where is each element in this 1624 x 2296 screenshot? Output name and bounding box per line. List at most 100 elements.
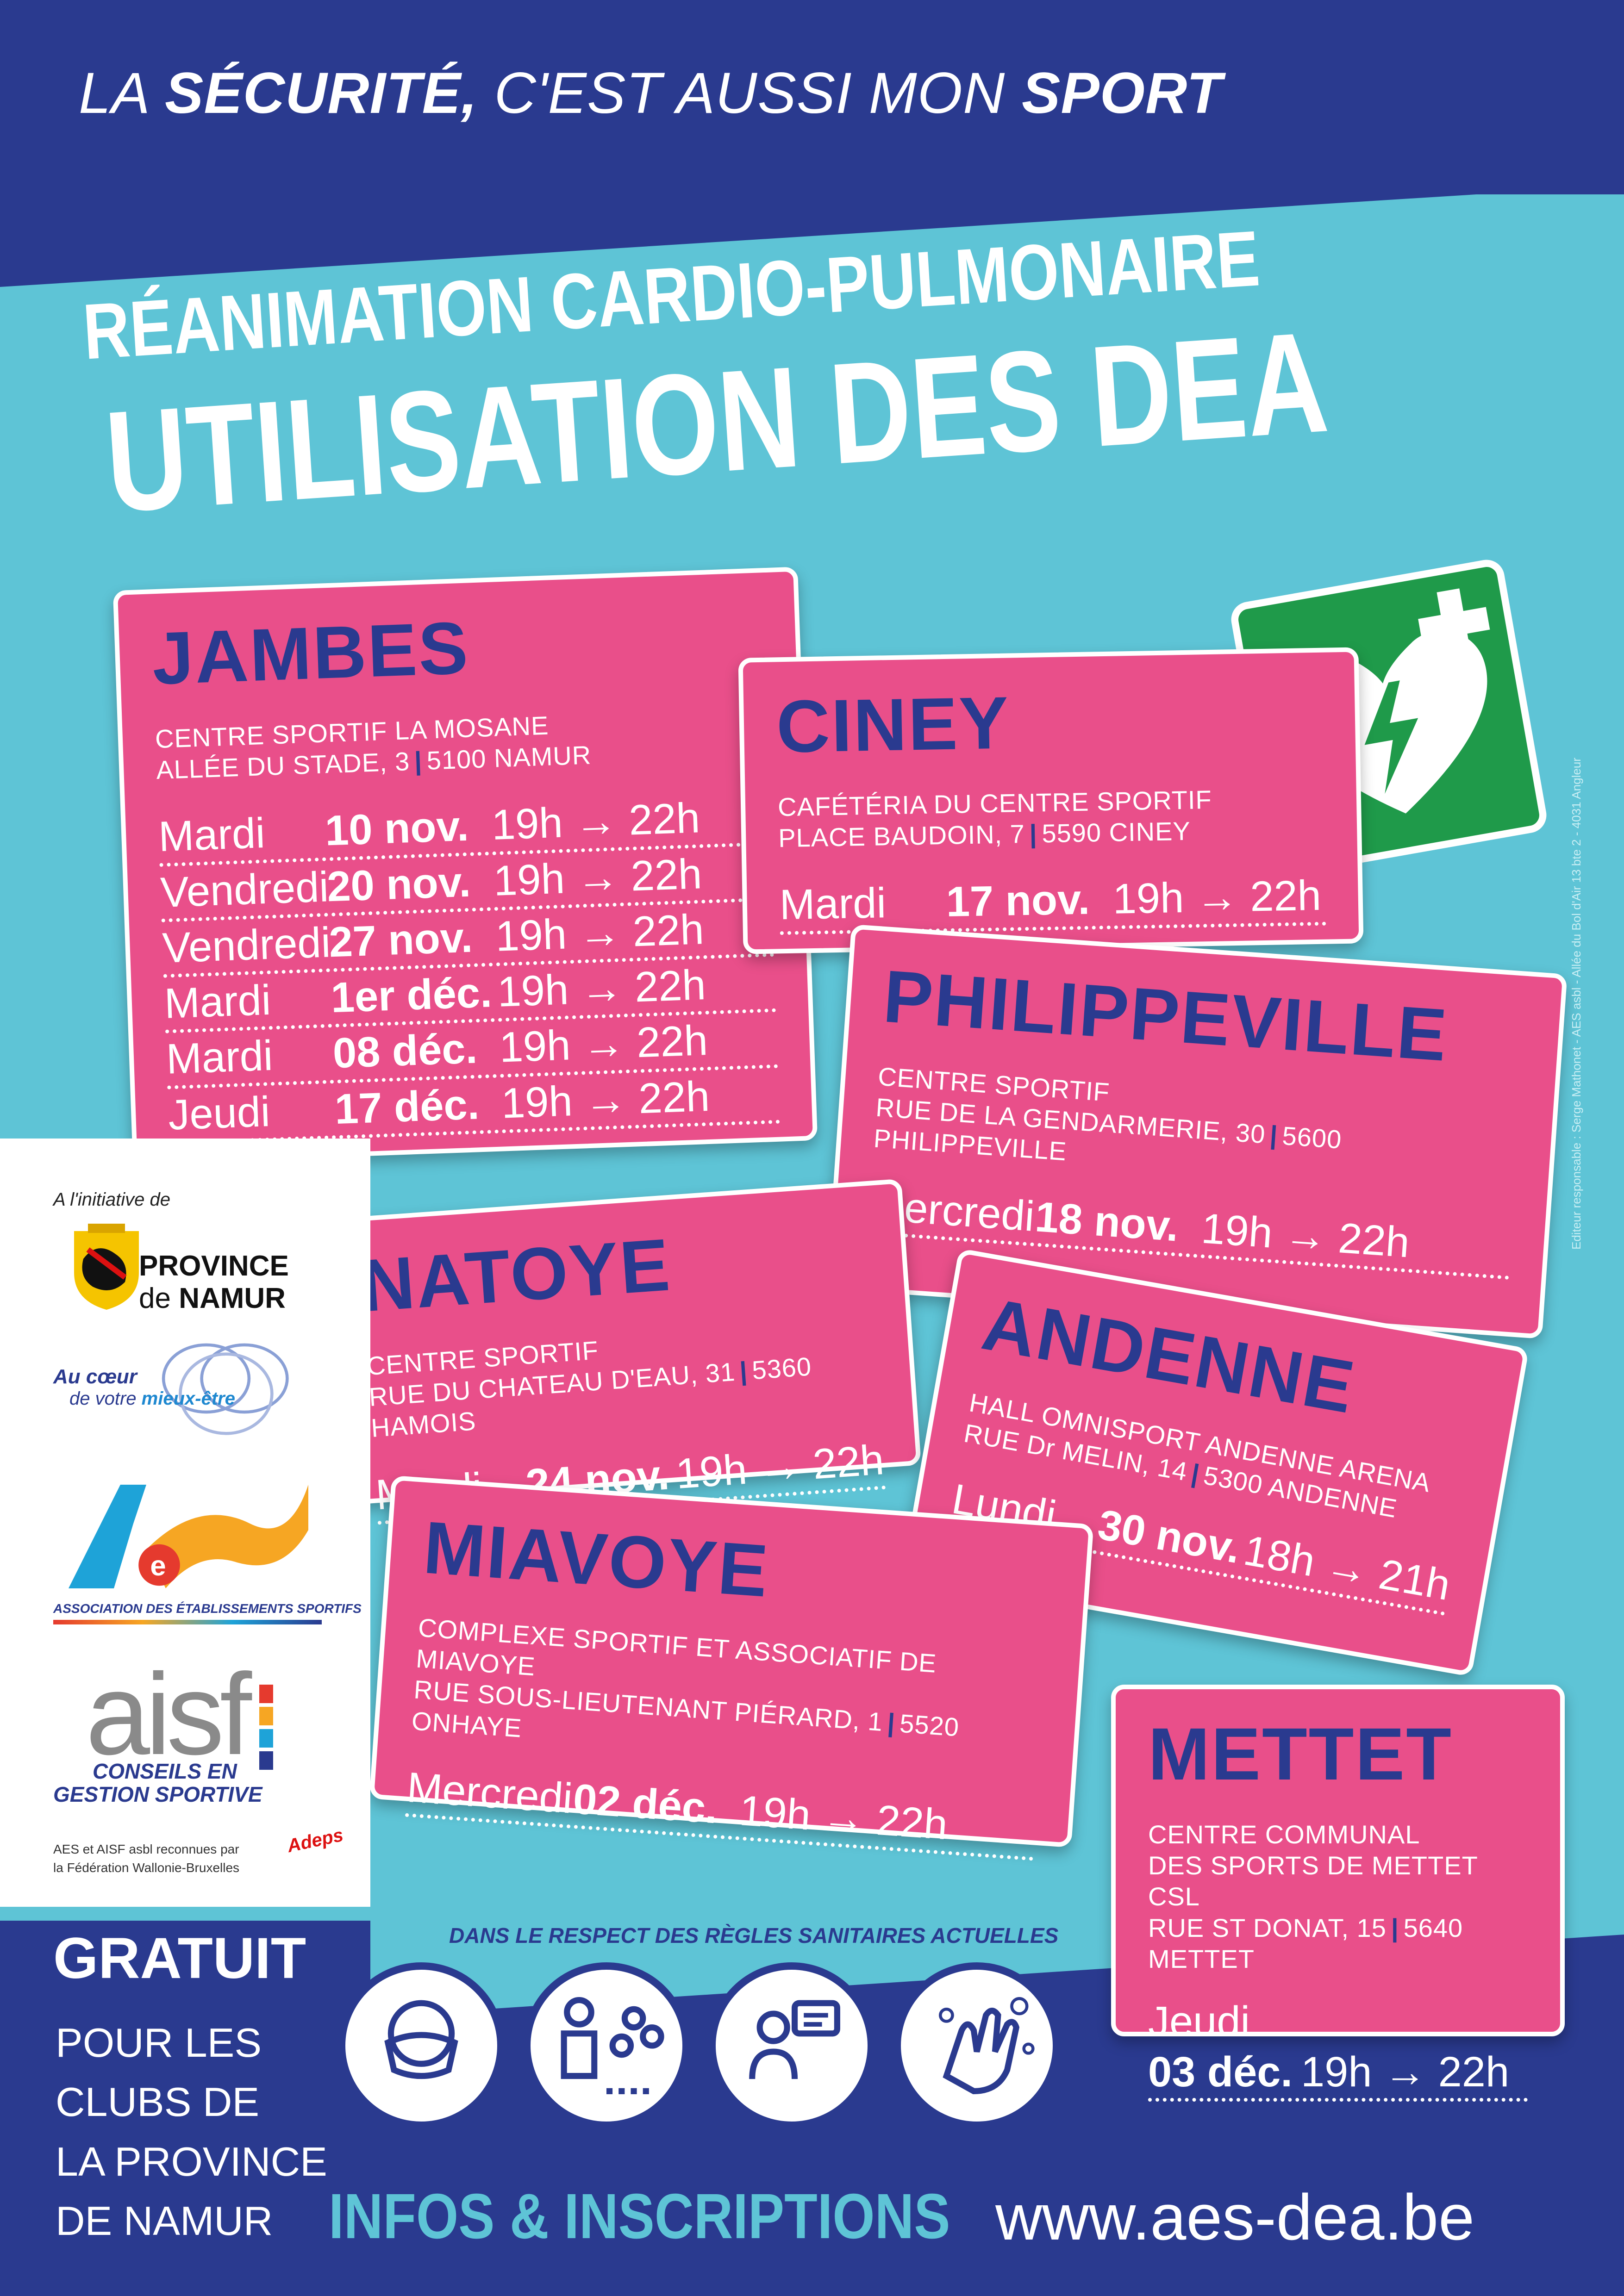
separator: | xyxy=(414,746,423,776)
session-row: Mercredi 02 déc. 19h → 22h xyxy=(405,1761,1037,1861)
province-logo-line2: de NAMUR xyxy=(139,1282,286,1315)
city-name: MIAVOYE xyxy=(421,1506,772,1612)
separator: | xyxy=(1391,1913,1399,1942)
session-time: 19h → 22h xyxy=(738,1786,949,1849)
session-time: 19h → 22h xyxy=(1301,2048,1510,2096)
session-date: 18 nov. xyxy=(1033,1193,1181,1251)
separator: | xyxy=(886,1708,896,1738)
location-card-miavoye: MIAVOYE COMPLEXE SPORTIF ET ASSOCIATIF D… xyxy=(369,1475,1094,1861)
free-audience-line: POUR LES xyxy=(56,2020,262,2066)
street: RUE ST DONAT, 15 xyxy=(1148,1913,1387,1942)
separator: | xyxy=(1269,1120,1279,1150)
location-card-mettet: METTET CENTRE COMMUNAL DES SPORTS DE MET… xyxy=(1111,1685,1565,2102)
free-audience: POUR LES CLUBS DE LA PROVINCE DE NAMUR xyxy=(56,2013,327,2251)
publisher-credits: Editeur responsable : Serge Mathonet - A… xyxy=(1569,758,1583,1250)
partner-logos-panel: A l'initiative de PROVINCE de NAMUR Au c… xyxy=(0,1139,370,1907)
city-name: PHILIPPEVILLE xyxy=(881,954,1451,1077)
svg-text:e: e xyxy=(150,1550,166,1582)
session-date: 30 nov. xyxy=(1094,1501,1244,1573)
address-line: RUE ST DONAT, 15 | 5640 METTET xyxy=(1148,1912,1528,1974)
session-time: 19h → 22h xyxy=(1112,872,1322,923)
tagline: LA SÉCURITÉ, C'EST AUSSI MON SPORT xyxy=(79,60,1222,126)
coeur-logo-line1: Au cœur xyxy=(53,1365,137,1388)
address-line: DES SPORTS DE METTET CSL xyxy=(1148,1851,1478,1911)
tagline-security: SÉCURITÉ, xyxy=(164,61,478,125)
fwb-note-line2: la Fédération Wallonie-Bruxelles xyxy=(53,1860,240,1875)
session-time: 19h → 22h xyxy=(496,961,707,1016)
infos-label: INFOS & INSCRIPTIONS xyxy=(329,2181,950,2252)
initiative-label: A l'initiative de xyxy=(53,1189,170,1210)
session-day: Mercredi xyxy=(405,1763,574,1823)
aes-logo-stripe xyxy=(53,1620,322,1624)
province-logo-de: de xyxy=(139,1282,179,1314)
tagline-sport: SPORT xyxy=(1022,61,1223,125)
session-time: 19h → 22h xyxy=(499,1017,709,1071)
free-audience-line: DE NAMUR xyxy=(56,2198,273,2244)
separator: | xyxy=(738,1356,749,1386)
session-time: 19h → 22h xyxy=(493,850,703,905)
coeur-logo-mieux-etre: mieux-être xyxy=(141,1388,235,1409)
session-date: 27 nov. xyxy=(328,914,474,966)
province-logo-namur: NAMUR xyxy=(179,1282,286,1314)
session-date: 03 déc. xyxy=(1148,2048,1293,2096)
distancing-icon xyxy=(523,1962,690,2129)
session-list: Mercredi 02 déc. 19h → 22h xyxy=(405,1761,1037,1861)
footer-left-band xyxy=(0,1921,370,2296)
session-day: Mardi xyxy=(157,809,266,861)
location-card-jambes: JAMBES CENTRE SPORTIF LA MOSANE ALLÉE DU… xyxy=(112,566,818,1164)
tagline-prefix: LA xyxy=(79,61,165,125)
aes-logo-label-a: ASSOCIATION xyxy=(53,1601,143,1616)
support-chat-icon xyxy=(708,1962,875,2129)
session-date: 08 déc. xyxy=(332,1025,478,1077)
session-date: 17 déc. xyxy=(334,1080,480,1133)
session-date: 17 nov. xyxy=(945,876,1090,926)
aes-logo-label: ASSOCIATION DES ÉTABLISSEMENTS SPORTIFS xyxy=(53,1601,362,1616)
session-time: 19h → 22h xyxy=(500,1072,711,1127)
session-row: 03 déc. 19h → 22h xyxy=(1148,2046,1528,2102)
city-name: CINEY xyxy=(775,681,1011,768)
free-label: GRATUIT xyxy=(53,1926,306,1991)
separator: | xyxy=(1189,1458,1202,1489)
session-day: Mardi xyxy=(163,976,272,1027)
postcode-city: 5640 METTET xyxy=(1148,1913,1463,1973)
aisf-sub-line2: GESTION SPORTIVE xyxy=(53,1782,262,1806)
mask-icon xyxy=(338,1962,505,2129)
heart-rings-icon xyxy=(153,1324,306,1449)
session-date: 02 déc. xyxy=(571,1775,719,1833)
session-time: 18h → 21h xyxy=(1240,1526,1454,1610)
aes-logo-icon: e xyxy=(51,1472,319,1601)
city-name: JAMBES xyxy=(150,606,471,700)
website-link[interactable]: www.aes-dea.be xyxy=(995,2181,1475,2253)
session-day: Jeudi xyxy=(1148,1997,1250,2045)
province-namur-crest-icon xyxy=(60,1222,153,1314)
tagline-mid: C'EST AUSSI MON xyxy=(477,61,1022,125)
session-time: 19h → 22h xyxy=(491,794,701,849)
city-name: NATOYE xyxy=(358,1223,674,1327)
session-time: 19h → 22h xyxy=(1199,1204,1412,1267)
hand-wash-icon xyxy=(893,1962,1060,2129)
coeur-logo-de-votre: de votre xyxy=(69,1388,142,1409)
header-band xyxy=(0,0,1624,194)
street: PLACE BAUDOIN, 7 xyxy=(778,819,1025,853)
session-time: 19h → 22h xyxy=(674,1436,886,1498)
province-logo-line1: PROVINCE xyxy=(139,1250,289,1282)
fwb-note-line1: AES et AISF asbl reconnues par xyxy=(53,1842,239,1856)
session-day: Vendredi xyxy=(159,863,330,916)
session-date: 10 nov. xyxy=(324,803,470,855)
location-card-philippeville: PHILIPPEVILLE CENTRE SPORTIF RUE DE LA G… xyxy=(826,924,1568,1339)
safety-note: DANS LE RESPECT DES RÈGLES SANITAIRES AC… xyxy=(449,1923,1059,1948)
separator: | xyxy=(1029,819,1038,848)
postcode-city: 5100 NAMUR xyxy=(426,740,592,775)
aes-logo-label-b: DES ÉTABLISSEMENTS SPORTIFS xyxy=(142,1601,362,1616)
aisf-logo: aisf xyxy=(86,1649,252,1779)
session-day: Mardi xyxy=(779,879,887,929)
session-list: Mardi 10 nov. 19h → 22h Vendredi 20 nov. 19h… xyxy=(157,790,780,1145)
session-day: Jeudi xyxy=(167,1088,271,1139)
address-line: CENTRE COMMUNAL xyxy=(1148,1820,1420,1849)
free-audience-line: LA PROVINCE xyxy=(56,2138,327,2184)
adeps-logo: Adeps xyxy=(285,1824,345,1857)
aisf-sub-line1: CONSEILS EN xyxy=(93,1759,237,1783)
city-name: METTET xyxy=(1148,1712,1453,1795)
location-card-natoye: NATOYE CENTRE SPORTIF RUE DU CHATEAU D'E… xyxy=(319,1178,922,1525)
session-time: 19h → 22h xyxy=(494,905,705,960)
